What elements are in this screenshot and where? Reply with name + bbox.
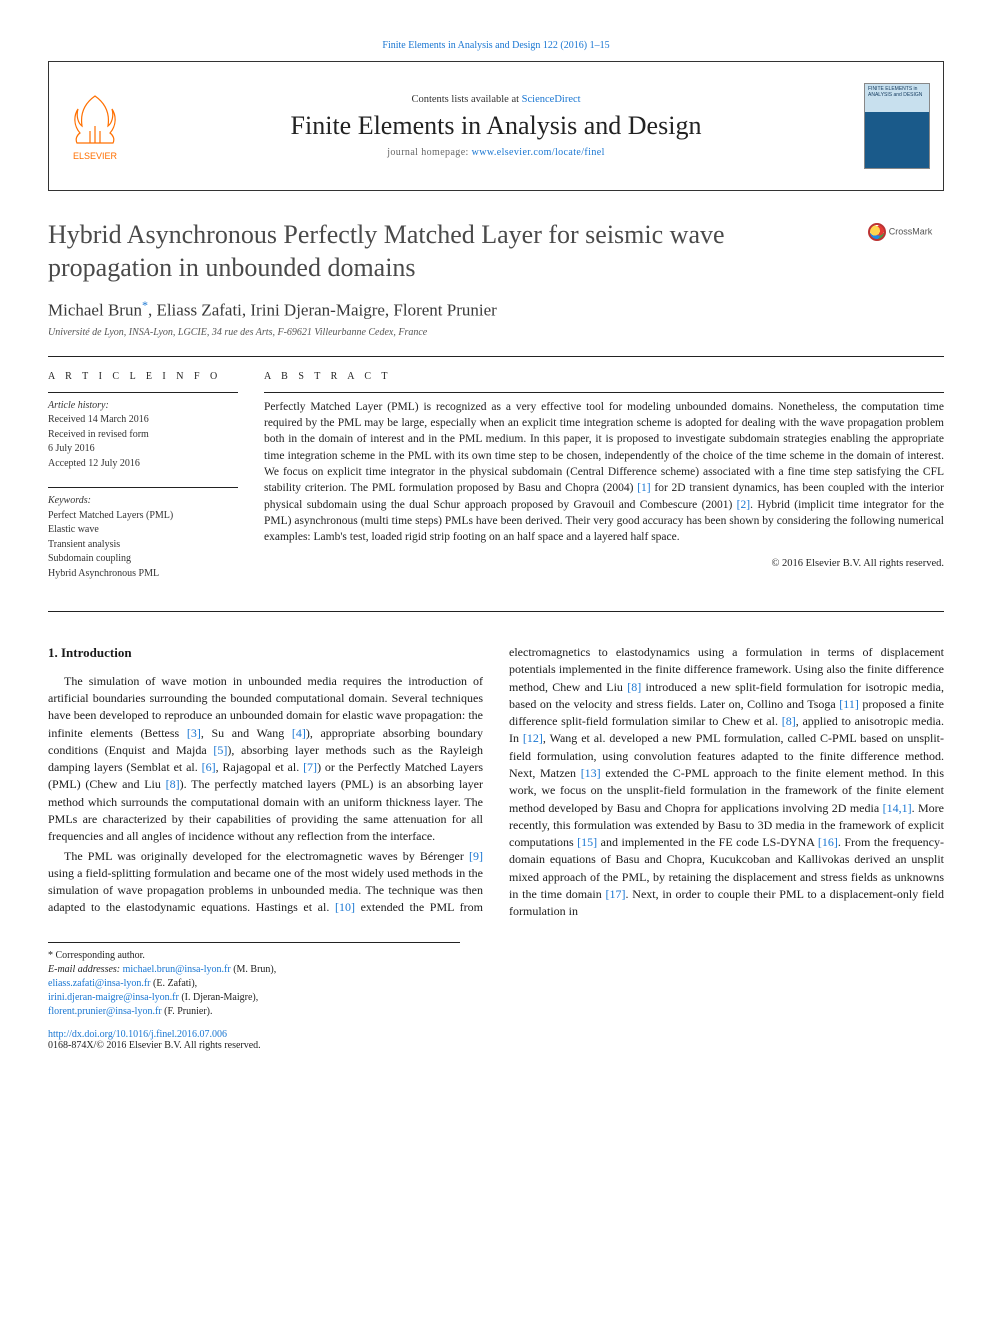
citation-link[interactable]: [8]: [627, 680, 641, 694]
divider: [48, 611, 944, 612]
authors-rest: , Eliass Zafati, Irini Djeran-Maigre, Fl…: [148, 301, 497, 320]
author-first: Michael Brun: [48, 301, 142, 320]
crossmark-label: CrossMark: [889, 226, 933, 236]
abstract-part: Perfectly Matched Layer (PML) is recogni…: [264, 401, 944, 495]
keyword: Perfect Matched Layers (PML): [48, 510, 173, 521]
citation-link[interactable]: [8]: [782, 714, 796, 728]
keywords-label: Keywords:: [48, 495, 91, 506]
article-history: Article history: Received 14 March 2016 …: [48, 399, 238, 472]
doi-block: http://dx.doi.org/10.1016/j.finel.2016.0…: [48, 1029, 944, 1051]
citation-link[interactable]: [13]: [581, 766, 601, 780]
divider: [48, 356, 944, 357]
article-info-label: A R T I C L E I N F O: [48, 371, 238, 382]
email-label: E-mail addresses:: [48, 964, 123, 975]
abstract-label: A B S T R A C T: [264, 371, 944, 382]
abstract-copyright: © 2016 Elsevier B.V. All rights reserved…: [264, 558, 944, 569]
cover-title: FINITE ELEMENTS in ANALYSIS and DESIGN: [865, 84, 929, 112]
email-who: (M. Brun),: [231, 964, 277, 975]
citation-link[interactable]: [9]: [469, 849, 483, 863]
citation-link[interactable]: [12]: [523, 731, 543, 745]
journal-cover-thumb: FINITE ELEMENTS in ANALYSIS and DESIGN: [864, 83, 930, 169]
journal-header: ELSEVIER Contents lists available at Sci…: [48, 61, 944, 191]
citation-link[interactable]: [11]: [839, 697, 859, 711]
history-line: Received in revised form: [48, 429, 149, 440]
citation-link[interactable]: [15]: [577, 835, 597, 849]
body-paragraph: The simulation of wave motion in unbound…: [48, 673, 483, 846]
publisher-logo-block: ELSEVIER: [49, 62, 141, 190]
citation-link[interactable]: [17]: [605, 887, 625, 901]
elsevier-tree-icon: [70, 91, 120, 146]
issn-line: 0168-874X/© 2016 Elsevier B.V. All right…: [48, 1040, 261, 1051]
email-who: (I. Djeran-Maigre),: [179, 992, 258, 1003]
homepage-prefix: journal homepage:: [387, 147, 471, 158]
email-link[interactable]: florent.prunier@insa-lyon.fr: [48, 1006, 162, 1017]
citation-link[interactable]: [7]: [303, 760, 317, 774]
citation-link[interactable]: [6]: [202, 760, 216, 774]
citation-link[interactable]: [10]: [335, 900, 355, 914]
citation-link[interactable]: [1]: [637, 482, 650, 494]
crossmark-icon: [868, 223, 886, 241]
journal-cover-block: FINITE ELEMENTS in ANALYSIS and DESIGN: [851, 62, 943, 190]
running-header: Finite Elements in Analysis and Design 1…: [48, 40, 944, 51]
email-who: (E. Zafati),: [151, 978, 198, 989]
section-heading: 1. Introduction: [48, 644, 483, 663]
email-link[interactable]: michael.brun@insa-lyon.fr: [123, 964, 231, 975]
sciencedirect-link[interactable]: ScienceDirect: [522, 94, 581, 105]
keyword: Subdomain coupling: [48, 553, 131, 564]
article-title: Hybrid Asynchronous Perfectly Matched La…: [48, 219, 828, 284]
keyword: Elastic wave: [48, 524, 99, 535]
authors-line: Michael Brun*, Eliass Zafati, Irini Djer…: [48, 298, 944, 321]
email-who: (F. Prunier).: [162, 1006, 213, 1017]
keywords-block: Keywords: Perfect Matched Layers (PML) E…: [48, 494, 238, 581]
citation-link[interactable]: [3]: [187, 726, 201, 740]
abstract-column: A B S T R A C T Perfectly Matched Layer …: [264, 371, 944, 598]
journal-homepage-link[interactable]: www.elsevier.com/locate/finel: [472, 147, 605, 158]
keyword: Hybrid Asynchronous PML: [48, 568, 159, 579]
email-link[interactable]: eliass.zafati@insa-lyon.fr: [48, 978, 151, 989]
corresponding-author-note: * Corresponding author.: [48, 949, 460, 963]
keyword: Transient analysis: [48, 539, 120, 550]
text-run: , Su and Wang: [201, 726, 292, 740]
contents-prefix: Contents lists available at: [411, 94, 521, 105]
abstract-text: Perfectly Matched Layer (PML) is recogni…: [264, 399, 944, 546]
doi-link[interactable]: http://dx.doi.org/10.1016/j.finel.2016.0…: [48, 1029, 227, 1040]
article-body: 1. Introduction The simulation of wave m…: [48, 644, 944, 920]
article-info-column: A R T I C L E I N F O Article history: R…: [48, 371, 238, 598]
citation-link[interactable]: [16]: [818, 835, 838, 849]
history-line: 6 July 2016: [48, 443, 95, 454]
history-line: Received 14 March 2016: [48, 414, 149, 425]
journal-homepage-line: journal homepage: www.elsevier.com/locat…: [141, 147, 851, 158]
citation-link[interactable]: [4]: [292, 726, 306, 740]
publisher-name: ELSEVIER: [70, 151, 120, 161]
footnotes: * Corresponding author. E-mail addresses…: [48, 942, 460, 1019]
text-run: The PML was originally developed for the…: [64, 849, 469, 863]
history-line: Accepted 12 July 2016: [48, 458, 140, 469]
citation-link[interactable]: [8]: [166, 777, 180, 791]
citation-link[interactable]: [2]: [737, 499, 750, 511]
crossmark-badge[interactable]: CrossMark: [856, 223, 944, 241]
email-link[interactable]: irini.djeran-maigre@insa-lyon.fr: [48, 992, 179, 1003]
affiliation: Université de Lyon, INSA-Lyon, LGCIE, 34…: [48, 327, 944, 338]
email-addresses: E-mail addresses: michael.brun@insa-lyon…: [48, 963, 460, 1019]
history-label: Article history:: [48, 400, 109, 411]
citation-link[interactable]: [5]: [213, 743, 227, 757]
journal-title: Finite Elements in Analysis and Design: [141, 111, 851, 141]
contents-available-line: Contents lists available at ScienceDirec…: [141, 94, 851, 105]
text-run: , Rajagopal et al.: [216, 760, 303, 774]
text-run: and implemented in the FE code LS-DYNA: [597, 835, 818, 849]
citation-link[interactable]: [14,1]: [883, 801, 912, 815]
elsevier-logo: ELSEVIER: [70, 91, 120, 161]
